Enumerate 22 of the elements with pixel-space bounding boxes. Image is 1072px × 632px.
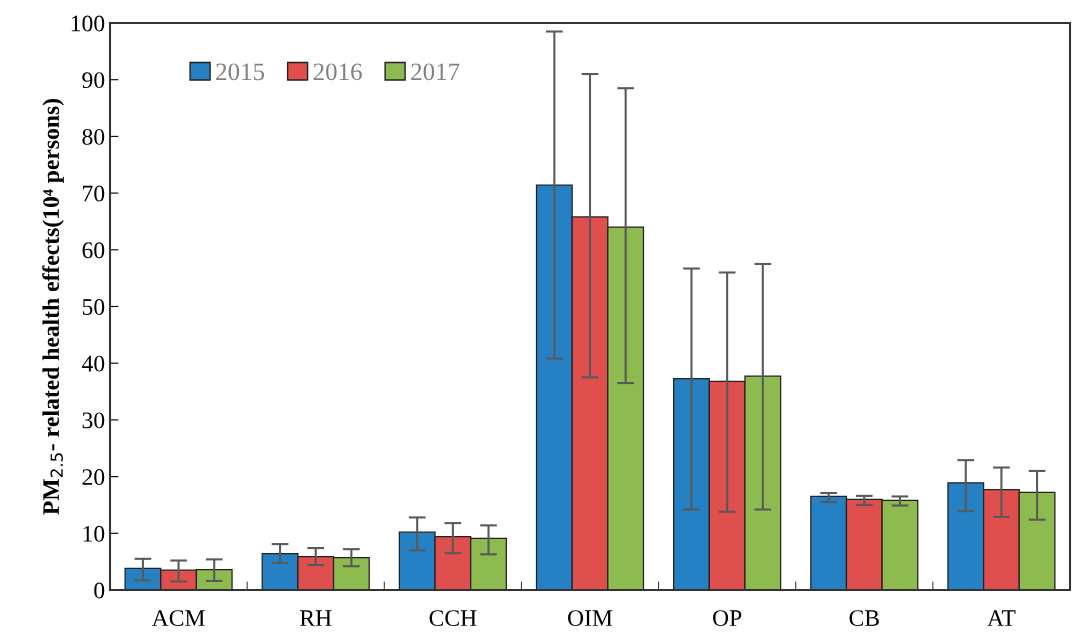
x-tick-label: OP	[713, 610, 742, 627]
legend-label: 2017	[411, 63, 460, 81]
y-tick-label: 10	[83, 525, 105, 542]
y-tick-label: 40	[81, 355, 105, 372]
y-tick-label: 60	[82, 242, 105, 259]
y-axis-title: PM$_{2.5}$- related health effects(10⁴ persons)	[42, 99, 64, 515]
x-tick-label: CB	[849, 610, 879, 627]
y-tick-label: 0	[94, 582, 105, 599]
x-tick-label: OIM	[568, 610, 613, 627]
y-tick-label: 100	[71, 15, 105, 32]
y-tick-label: 70	[83, 185, 105, 202]
x-tick-label: RH	[299, 610, 332, 626]
legend-label: 2016	[313, 63, 362, 81]
x-tick-label: CCH	[429, 610, 477, 627]
y-tick-label: 30	[82, 412, 105, 429]
y-tick-label: 50	[82, 298, 105, 315]
x-tick-label: ACM	[151, 610, 205, 627]
y-tick-label: 90	[82, 72, 105, 89]
y-tick-label: 20	[82, 469, 105, 486]
y-tick-label: 80	[82, 128, 105, 145]
x-tick-label: AT	[987, 610, 1016, 626]
legend-label: 2015	[216, 63, 265, 81]
